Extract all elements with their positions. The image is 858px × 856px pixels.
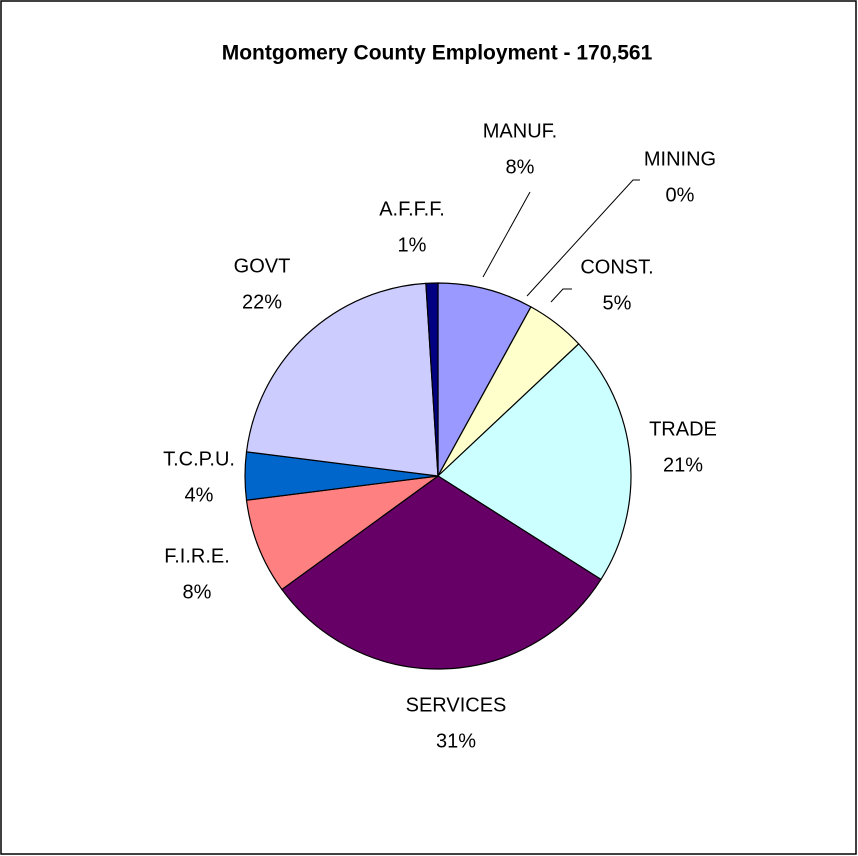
pie <box>244 282 632 670</box>
leader-line <box>550 288 572 303</box>
slice-label: TRADE <box>649 418 717 440</box>
pie-slice <box>425 282 439 477</box>
value-label: 8% <box>506 156 535 178</box>
leader-line <box>526 179 640 297</box>
leader-lines <box>482 179 640 303</box>
slice-label: MINING <box>644 148 716 170</box>
value-label: 0% <box>666 184 695 206</box>
leader-line <box>482 191 531 278</box>
value-label: 31% <box>436 730 476 752</box>
value-label: 22% <box>242 291 282 313</box>
pie-slice <box>245 475 439 591</box>
slice-label: SERVICES <box>406 694 507 716</box>
slice-label: A.F.F.F. <box>379 198 445 220</box>
chart-title: Montgomery County Employment - 170,561 <box>222 42 653 65</box>
value-label: 1% <box>398 234 427 256</box>
value-label: 4% <box>185 484 214 506</box>
value-label: 21% <box>663 454 703 476</box>
value-label: 8% <box>183 581 212 603</box>
slice-label: MANUF. <box>483 120 557 142</box>
pie-slice <box>281 475 602 670</box>
slice-label: F.I.R.E. <box>164 545 230 567</box>
pie-slice <box>437 282 532 477</box>
slice-label: GOVT <box>234 255 291 277</box>
slice-label: T.C.P.U. <box>163 448 235 470</box>
slice-label: CONST. <box>580 256 653 278</box>
value-label: 5% <box>603 292 632 314</box>
pie-slice <box>437 343 632 581</box>
pie-slice <box>245 282 439 477</box>
